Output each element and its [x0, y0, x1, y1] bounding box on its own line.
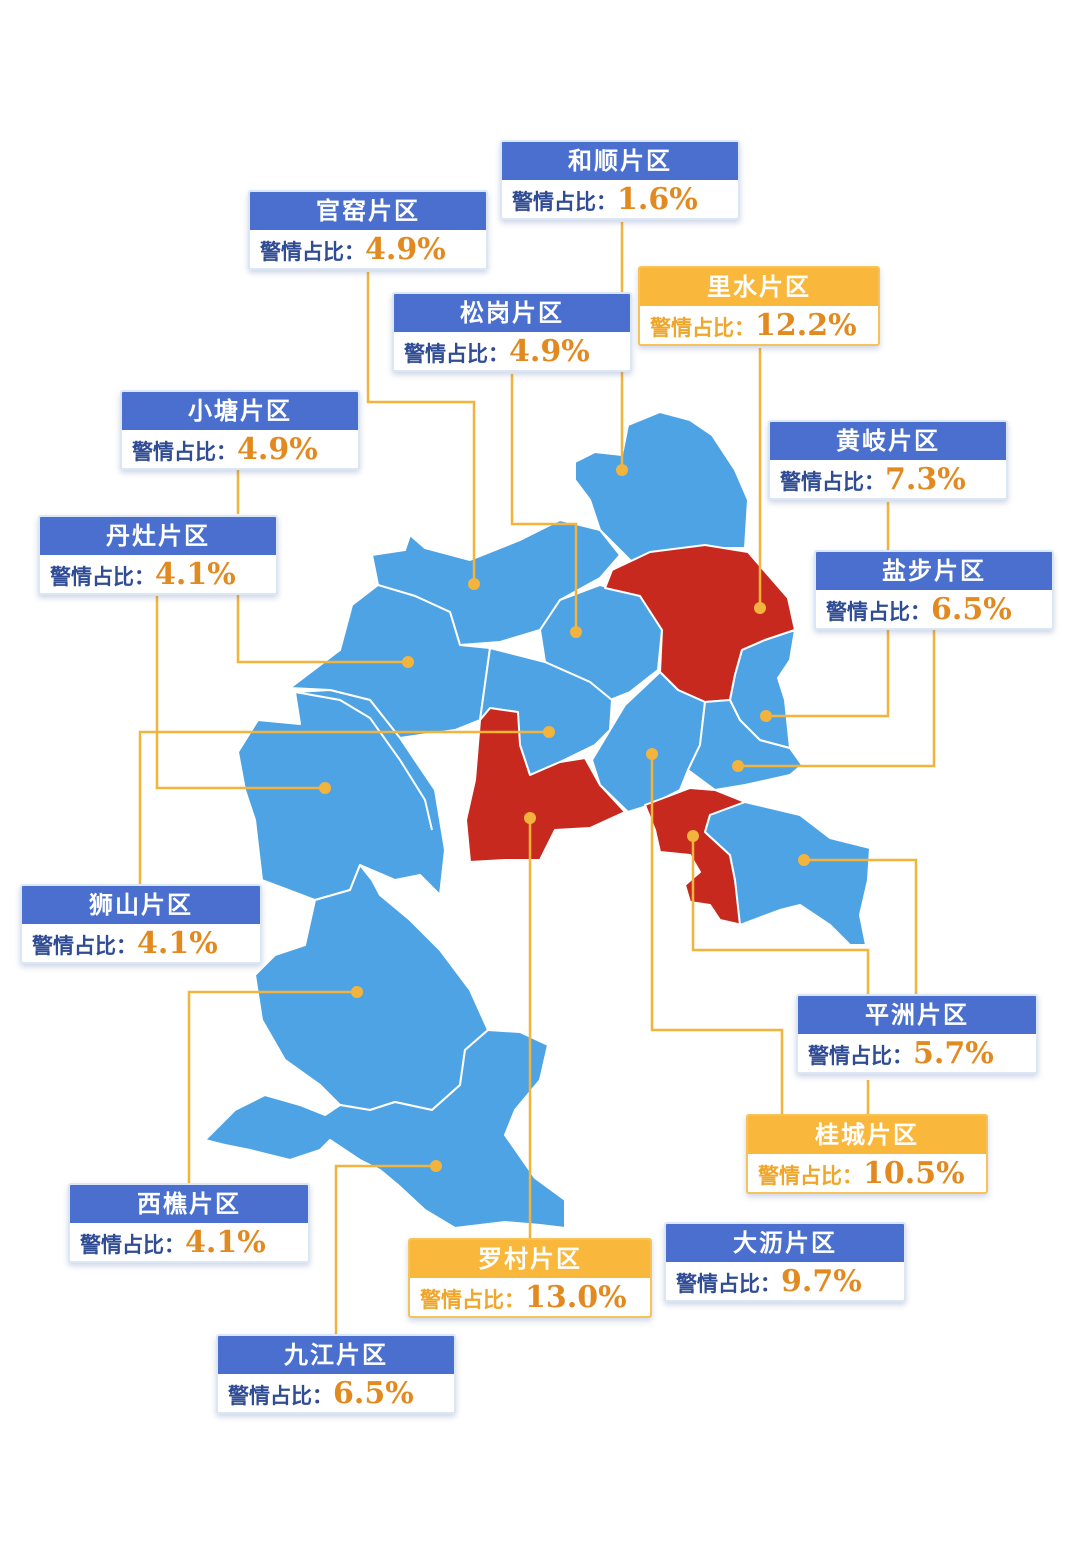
region-name: 罗村片区: [410, 1240, 650, 1278]
anchor-dot-lishui: [754, 602, 766, 614]
leader-line-xiaotang2: [236, 594, 408, 664]
callout-xiaotang[interactable]: 小塘片区 警情占比：4.9%: [120, 390, 360, 470]
region-name: 丹灶片区: [40, 517, 276, 555]
anchor-dot-heshun: [616, 464, 628, 476]
stat-label: 警情占比：: [50, 564, 155, 589]
map-region-heshun[interactable]: [574, 411, 749, 563]
leader-line-shishan: [138, 730, 549, 886]
stat-label: 警情占比：: [650, 315, 755, 340]
anchor-dot-yanbu2: [732, 760, 744, 772]
callout-dali[interactable]: 大沥片区 警情占比：9.7%: [664, 1222, 906, 1302]
anchor-dot-guanyao: [468, 578, 480, 590]
anchor-dot-yanbu: [760, 710, 772, 722]
callout-huangqi[interactable]: 黄岐片区 警情占比：7.3%: [768, 420, 1008, 500]
region-name: 盐步片区: [816, 552, 1052, 590]
stat-label: 警情占比：: [32, 933, 137, 958]
stat-value: 4.1%: [137, 926, 218, 961]
anchor-dot-jiujiang: [430, 1160, 442, 1172]
callout-luocun[interactable]: 罗村片区 警情占比：13.0%: [408, 1238, 652, 1318]
region-name: 平洲片区: [798, 996, 1036, 1034]
stat-label: 警情占比：: [260, 239, 365, 264]
stat-value: 6.5%: [333, 1376, 414, 1411]
stat-label: 警情占比：: [758, 1163, 863, 1188]
leader-line-songgang: [510, 374, 578, 632]
callout-pingzhou[interactable]: 平洲片区 警情占比：5.7%: [796, 994, 1038, 1074]
anchor-dot-dali: [646, 748, 658, 760]
region-name: 松岗片区: [394, 294, 630, 332]
leader-line-danzao: [155, 596, 325, 790]
stat-label: 警情占比：: [404, 341, 509, 366]
stat-value: 13.0%: [525, 1280, 627, 1315]
callout-jiujiang[interactable]: 九江片区 警情占比：6.5%: [216, 1334, 456, 1414]
stat-value: 12.2%: [755, 308, 857, 343]
anchor-dot-luocun: [524, 812, 536, 824]
stat-value: 4.1%: [155, 557, 236, 592]
stat-label: 警情占比：: [228, 1383, 333, 1408]
stat-label: 警情占比：: [780, 469, 885, 494]
region-name: 九江片区: [218, 1336, 454, 1374]
map-region-jiujiang[interactable]: [204, 1029, 566, 1229]
anchor-dot-songgang: [570, 626, 582, 638]
callout-heshun[interactable]: 和顺片区 警情占比：1.6%: [500, 140, 740, 220]
stat-value: 4.9%: [237, 432, 318, 467]
callout-lishui[interactable]: 里水片区 警情占比：12.2%: [638, 266, 880, 346]
stat-value: 4.9%: [509, 334, 590, 369]
map-region-huangqi[interactable]: [729, 629, 796, 749]
callout-yanbu[interactable]: 盐步片区 警情占比：6.5%: [814, 550, 1054, 630]
leader-line-pingzhou: [804, 858, 918, 996]
leader-line-xiqiao: [187, 990, 357, 1184]
stat-value: 10.5%: [863, 1156, 965, 1191]
callout-shishan[interactable]: 狮山片区 警情占比：4.1%: [20, 884, 262, 964]
leader-line-dali: [650, 754, 784, 1114]
region-name: 里水片区: [640, 268, 878, 306]
callout-guanyao[interactable]: 官窑片区 警情占比：4.9%: [248, 190, 488, 270]
callout-songgang[interactable]: 松岗片区 警情占比：4.9%: [392, 292, 632, 372]
stat-label: 警情占比：: [808, 1043, 913, 1068]
region-name: 黄岐片区: [770, 422, 1006, 460]
stat-value: 4.9%: [365, 232, 446, 267]
anchor-dot-pingzhou: [798, 854, 810, 866]
region-name: 大沥片区: [666, 1224, 904, 1262]
stat-label: 警情占比：: [676, 1271, 781, 1296]
region-name: 狮山片区: [22, 886, 260, 924]
stat-value: 4.1%: [185, 1225, 266, 1260]
callout-xiqiao[interactable]: 西樵片区 警情占比：4.1%: [68, 1183, 310, 1263]
stat-value: 1.6%: [617, 182, 698, 217]
map-region-xiqiao[interactable]: [254, 864, 489, 1111]
callout-danzao[interactable]: 丹灶片区 警情占比：4.1%: [38, 515, 278, 595]
leader-line-guanyao: [366, 272, 476, 584]
anchor-dot-shishan: [543, 726, 555, 738]
anchor-dot-guicheng: [687, 830, 699, 842]
anchor-dot-danzao: [319, 782, 331, 794]
region-name: 小塘片区: [122, 392, 358, 430]
stat-label: 警情占比：: [132, 439, 237, 464]
map-region-guicheng[interactable]: [644, 787, 746, 926]
region-name: 西樵片区: [70, 1185, 308, 1223]
map-region-luocun[interactable]: [465, 707, 626, 863]
leader-line-guicheng: [691, 836, 870, 996]
anchor-dot-xiqiao: [351, 986, 363, 998]
stat-label: 警情占比：: [512, 189, 617, 214]
anchor-dot-xiaotang2: [402, 656, 414, 668]
leader-line-yanbu2: [738, 630, 936, 768]
callout-guicheng[interactable]: 桂城片区 警情占比：10.5%: [746, 1114, 988, 1194]
region-name: 和顺片区: [502, 142, 738, 180]
leader-line-jiujiang: [334, 1164, 436, 1336]
stat-label: 警情占比：: [80, 1232, 185, 1257]
stat-value: 7.3%: [885, 462, 966, 497]
region-name: 桂城片区: [748, 1116, 986, 1154]
region-name: 官窑片区: [250, 192, 486, 230]
map-region-pingzhou[interactable]: [704, 801, 871, 946]
stat-value: 6.5%: [931, 592, 1012, 627]
stat-label: 警情占比：: [420, 1287, 525, 1312]
leader-line-yanbu: [766, 630, 890, 718]
stat-value: 9.7%: [781, 1264, 862, 1299]
stat-value: 5.7%: [913, 1036, 994, 1071]
stat-label: 警情占比：: [826, 599, 931, 624]
